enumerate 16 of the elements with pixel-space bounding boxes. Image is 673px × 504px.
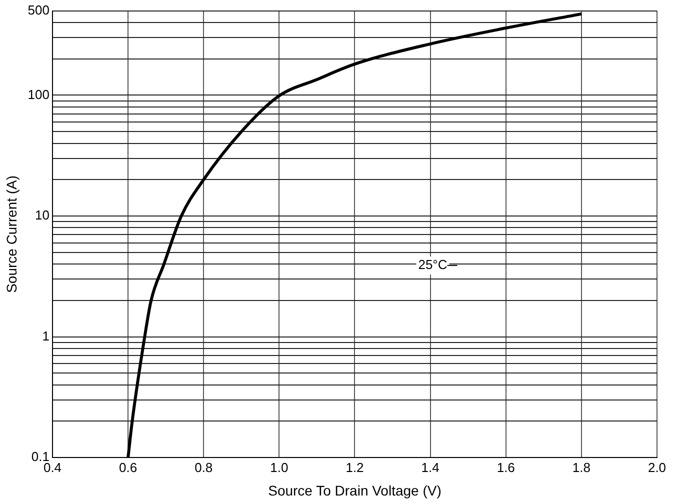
x-tick-label: 0.6: [119, 460, 138, 475]
y-tick-label: 100: [28, 86, 50, 102]
x-tick-label: 1.6: [496, 460, 515, 475]
x-tick-label: 1.0: [270, 460, 288, 475]
y-tick-label: 500: [28, 2, 50, 18]
x-tick-label: 1.4: [421, 460, 440, 475]
y-axis-title: Source Current (A): [3, 175, 20, 293]
x-tick-label: 1.2: [346, 460, 364, 475]
x-tick-label: 0.8: [194, 460, 213, 475]
annotation: 25°C: [418, 257, 448, 272]
x-axis-title: Source To Drain Voltage (V): [268, 482, 442, 498]
x-tick-label: 0.4: [43, 460, 62, 475]
x-tick-label: 1.8: [572, 460, 590, 475]
y-tick-label: 10: [35, 208, 50, 223]
y-tick-label: 1: [42, 328, 50, 344]
x-tick-label: 2.0: [648, 460, 666, 475]
